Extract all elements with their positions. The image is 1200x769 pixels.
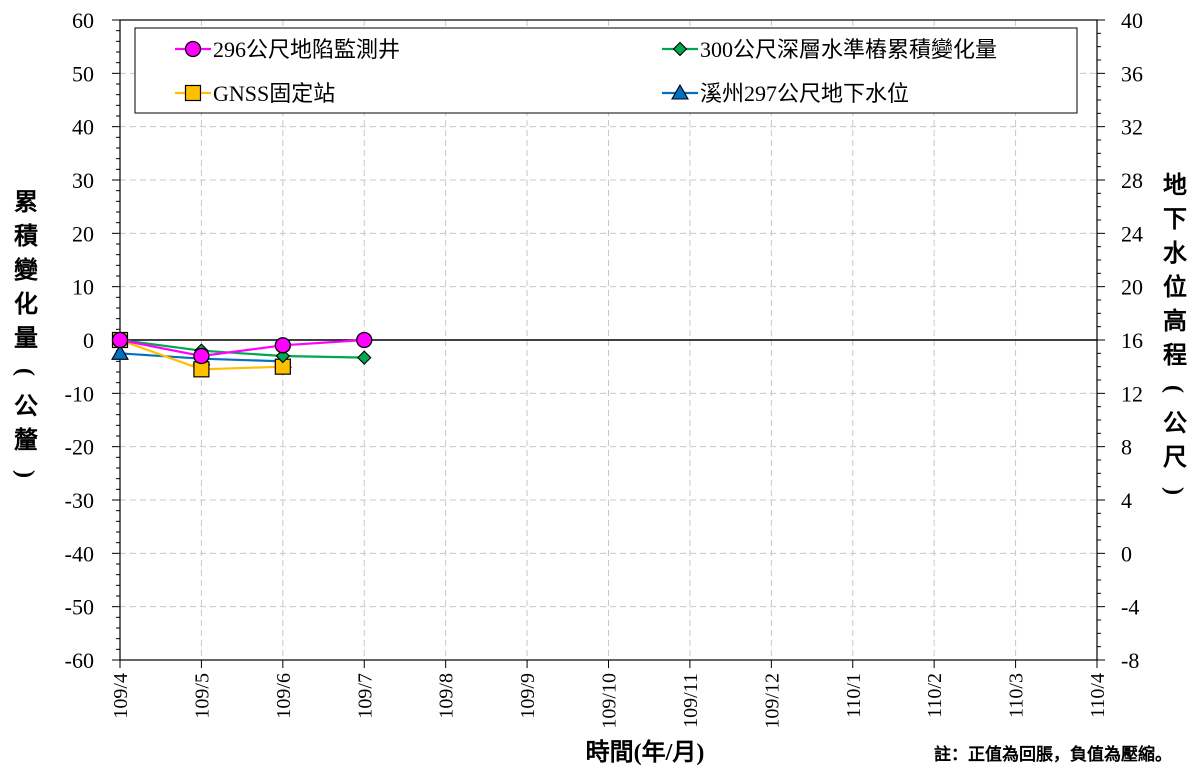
y2-tick-label: 24 <box>1121 221 1143 246</box>
x-tick-label: 109/12 <box>761 673 783 729</box>
x-tick-label: 110/2 <box>924 673 946 718</box>
y-tick-label: 10 <box>72 275 94 300</box>
y-axis-label-char: ) <box>12 470 38 478</box>
y2-tick-label: 12 <box>1121 381 1143 406</box>
y2-axis-label-char: 程 <box>1163 342 1187 369</box>
y2-tick-label: 36 <box>1121 61 1143 86</box>
x-tick-label: 110/1 <box>843 673 865 718</box>
x-tick-label: 109/7 <box>354 673 376 719</box>
x-axis-ticks: 109/4 109/5 109/6 109/7 109/8 109/9 109/10 109/… <box>110 660 1109 729</box>
y2-tick-label: -8 <box>1121 648 1139 673</box>
x-tick-label: 110/4 <box>1087 673 1109 718</box>
marker-circle <box>274 337 291 354</box>
y-axis-label: 累積變化量 ( 公釐) <box>12 190 39 478</box>
x-tick-label: 109/11 <box>680 673 702 728</box>
y-axis-label-char: 公 <box>14 394 38 420</box>
y-axis-ticks: 60 50 40 30 20 10 0 -10 -20 -30 -40 -50 -60 <box>65 8 120 673</box>
y2-axis-label-char: 位 <box>1163 273 1187 301</box>
y2-tick-label: 28 <box>1121 168 1143 193</box>
y-axis-label-char: 變 <box>14 256 39 284</box>
marker-circle <box>193 347 210 365</box>
marker-triangle <box>111 344 129 360</box>
x-tick-label: 109/8 <box>436 673 458 719</box>
legend-item-3: GNSS固定站 <box>175 81 335 106</box>
y2-axis-label-char: 地 <box>1163 172 1187 199</box>
marker-square <box>184 84 202 102</box>
legend-box <box>134 27 1078 114</box>
y-tick-label: 40 <box>72 115 94 140</box>
legend-label: 296公尺地陷監測井 <box>213 37 400 62</box>
y-tick-label: -50 <box>65 595 94 620</box>
x-tick-label: 110/3 <box>1006 673 1028 718</box>
y2-axis-label-char: ( <box>1161 385 1187 393</box>
y2-tick-label: 16 <box>1121 328 1143 353</box>
y-tick-label: 50 <box>72 61 94 86</box>
series-line <box>119 338 365 358</box>
y-tick-label: -20 <box>65 435 94 460</box>
x-tick-label: 109/9 <box>517 673 539 719</box>
y2-tick-label: -4 <box>1121 595 1139 620</box>
y-tick-label: -30 <box>65 488 94 513</box>
marker-circle <box>184 40 202 58</box>
x-tick-label: 109/4 <box>110 673 132 719</box>
y2-tick-label: 4 <box>1121 488 1132 513</box>
legend-label: 溪州297公尺地下水位 <box>700 81 909 106</box>
series-1 <box>111 331 373 365</box>
y2-axis-label-char: ) <box>1161 487 1187 495</box>
marker-diamond <box>356 350 372 365</box>
x-tick-label: 109/6 <box>273 673 295 719</box>
y-axis-label-char: ( <box>12 368 38 376</box>
series-line <box>119 338 365 359</box>
legend: 296公尺地陷監測井 300公尺深層水準樁累積變化量 GNSS固定站 溪州297公尺地… <box>134 27 1078 114</box>
y-axis-label-char: 釐 <box>14 426 38 454</box>
y-axis-label-char: 積 <box>14 223 38 250</box>
marker-circle <box>111 331 129 349</box>
footnote: 註：正值為回脹，負值為壓縮。 <box>934 745 1172 765</box>
y-tick-label: -10 <box>65 381 94 406</box>
y2-axis-label-char: 公 <box>1163 411 1187 437</box>
y-axis-label-char: 累 <box>14 190 38 216</box>
y-tick-label: 60 <box>72 8 94 33</box>
y2-tick-label: 0 <box>1121 541 1132 566</box>
marker-triangle <box>671 83 689 100</box>
legend-label: 300公尺深層水準樁累積變化量 <box>700 37 997 62</box>
y-axis-label-char: 量 <box>14 325 38 352</box>
x-tick-label: 109/10 <box>599 673 621 729</box>
y2-axis-label-char: 尺 <box>1163 445 1187 471</box>
y2-axis-label-char: 水 <box>1163 240 1188 267</box>
y2-axis-label-char: 下 <box>1163 207 1187 233</box>
y2-tick-label: 8 <box>1121 435 1132 460</box>
y-tick-label: 30 <box>72 168 94 193</box>
x-tick-label: 109/5 <box>191 673 213 719</box>
marker-circle <box>356 331 373 349</box>
y-tick-label: -40 <box>65 541 94 566</box>
y2-tick-label: 40 <box>1121 8 1143 33</box>
y2-axis-label-char: 高 <box>1163 307 1187 335</box>
legend-item-2: 300公尺深層水準樁累積變化量 <box>662 37 997 62</box>
y-axis-label-char: 化 <box>14 290 38 318</box>
legend-item-1: 296公尺地陷監測井 <box>175 37 400 62</box>
series-group <box>111 331 373 378</box>
marker-diamond <box>672 41 688 57</box>
y2-tick-label: 32 <box>1121 115 1143 140</box>
legend-label: GNSS固定站 <box>213 81 335 106</box>
y-tick-label: -60 <box>65 648 94 673</box>
x-axis-label: 時間(年/月) <box>586 738 705 766</box>
legend-item-4: 溪州297公尺地下水位 <box>662 81 909 106</box>
y2-tick-label: 20 <box>1121 275 1143 300</box>
y-tick-label: 0 <box>83 328 94 353</box>
y-tick-label: 20 <box>72 221 94 246</box>
